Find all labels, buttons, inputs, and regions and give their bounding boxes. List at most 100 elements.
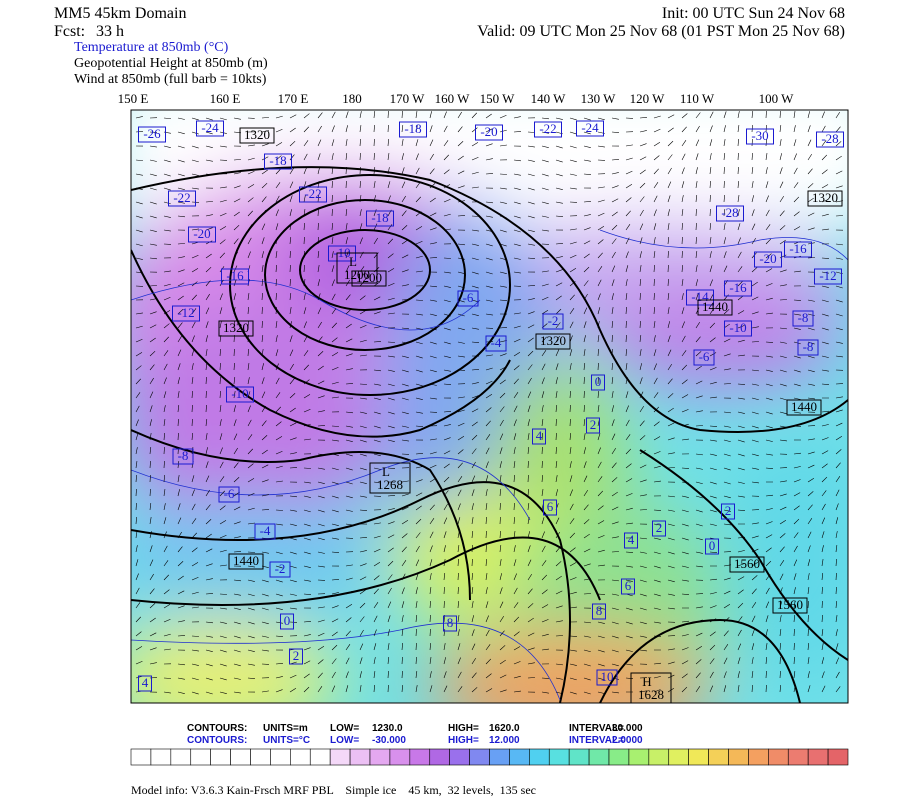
- wind-barb: [471, 408, 479, 413]
- wind-barb: [177, 391, 180, 399]
- wind-barb: [681, 293, 684, 301]
- wind-barb: [443, 573, 446, 581]
- wind-barb: [639, 449, 646, 455]
- wind-barb: [835, 185, 843, 189]
- wind-barb: [471, 142, 479, 147]
- wind-barb: [289, 607, 297, 610]
- wind-barb: [345, 411, 353, 414]
- wind-barb: [835, 396, 843, 399]
- wind-barb: [387, 383, 395, 387]
- wind-barb: [135, 660, 143, 665]
- wind-barb: [373, 535, 381, 539]
- wind-barb: [723, 411, 731, 414]
- wind-barb: [541, 283, 549, 287]
- wind-barb: [835, 435, 843, 441]
- wind-barb: [807, 559, 811, 567]
- wind-barb: [709, 293, 714, 301]
- wind-barb: [765, 181, 769, 189]
- wind-barb: [163, 229, 171, 232]
- wind-barb: [359, 495, 367, 498]
- wind-barb: [135, 602, 141, 609]
- wind-barb: [359, 181, 361, 189]
- wind-barb: [359, 509, 367, 512]
- wind-barb: [149, 559, 154, 567]
- wind-barb: [289, 321, 292, 329]
- wind-barb: [471, 587, 474, 595]
- wind-barb: [443, 228, 451, 231]
- wind-barb: [219, 433, 223, 441]
- wind-barb: [135, 271, 143, 274]
- temperature-label-box: [716, 205, 744, 222]
- wind-barb: [191, 145, 199, 149]
- wind-barb: [135, 365, 142, 371]
- wind-barb: [611, 536, 619, 539]
- wind-barb: [807, 299, 815, 302]
- temperature-label-box: [621, 578, 635, 595]
- wind-barb: [233, 321, 236, 329]
- wind-barb: [457, 686, 463, 693]
- wind-barb: [625, 405, 629, 413]
- temperature-label: -10: [231, 386, 248, 401]
- wind-barb: [261, 391, 266, 399]
- colorbar-cell: [787, 748, 809, 766]
- wind-barb: [821, 313, 829, 317]
- wind-barb: [387, 534, 395, 539]
- colorbar-cell: [449, 748, 470, 766]
- wind-barb: [695, 537, 703, 541]
- wind-barb: [205, 475, 210, 483]
- wind-barb: [569, 503, 574, 511]
- wind-barb: [261, 265, 264, 273]
- wind-barb: [317, 279, 320, 287]
- wind-barb: [457, 299, 465, 303]
- wind-barb: [639, 649, 647, 652]
- wind-barb: [247, 210, 253, 217]
- temperature-label-box: [724, 280, 752, 297]
- temperature-label-box: [542, 313, 564, 330]
- wind-barb: [653, 676, 661, 679]
- wind-barb: [793, 327, 801, 330]
- wind-barb: [177, 308, 184, 315]
- wind-barb: [345, 481, 353, 485]
- wind-barb: [373, 167, 376, 175]
- wind-barb: [233, 185, 241, 189]
- height-label-box: [786, 399, 822, 416]
- temperature-label-box: [724, 320, 752, 337]
- wind-barb: [779, 685, 782, 693]
- wind-barb: [135, 447, 138, 455]
- wind-barb: [835, 686, 841, 693]
- wind-barb: [499, 144, 507, 147]
- wind-barb: [429, 139, 434, 147]
- wind-barb: [765, 195, 769, 203]
- temperature-label-box: [721, 503, 735, 520]
- wind-barb: [275, 621, 283, 624]
- wind-barb: [499, 271, 507, 274]
- wind-barb: [835, 341, 843, 344]
- wind-barb: [499, 630, 505, 637]
- wind-barb: [471, 601, 474, 609]
- wind-barb: [415, 411, 423, 414]
- wind-barb: [611, 321, 614, 329]
- temperature-label-box: [591, 374, 605, 391]
- wind-barb: [317, 646, 325, 651]
- wind-barb: [765, 167, 768, 175]
- wind-barb: [639, 292, 641, 301]
- wind-barb: [387, 425, 395, 429]
- temperature-label: 6: [547, 499, 554, 514]
- wind-barb: [429, 671, 432, 679]
- wind-barb: [345, 671, 349, 679]
- wind-barb: [261, 320, 263, 329]
- wind-barb: [639, 635, 647, 638]
- wind-barb: [359, 643, 364, 651]
- wind-barb: [429, 355, 437, 359]
- wind-barb: [191, 335, 195, 343]
- wind-barb: [611, 117, 619, 120]
- wind-barb: [793, 587, 796, 595]
- wind-barb: [513, 243, 521, 247]
- wind-barb: [359, 324, 367, 329]
- wind-barb: [653, 321, 656, 329]
- wind-barb: [331, 237, 334, 245]
- wind-barb: [205, 663, 213, 667]
- wind-barb: [429, 397, 437, 400]
- wind-barb: [611, 185, 619, 189]
- wind-barb: [625, 677, 633, 679]
